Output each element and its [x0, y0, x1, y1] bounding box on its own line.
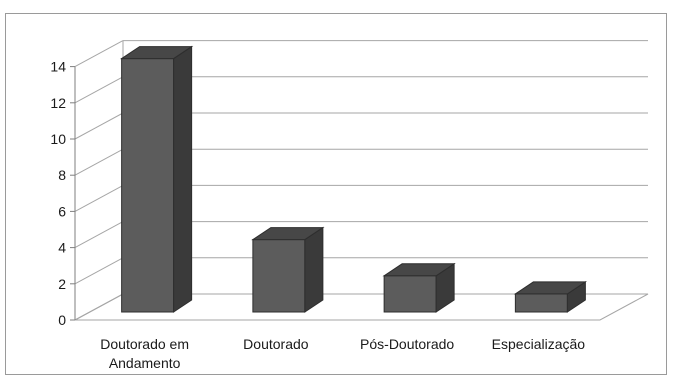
y-tick-label: 14 — [50, 59, 66, 75]
bar-side — [304, 226, 324, 313]
bar-front — [514, 293, 568, 313]
y-tick-labels: 0 2 4 6 8 10 12 14 — [50, 59, 66, 328]
bar-side — [173, 45, 193, 313]
side-wall-gridline — [74, 184, 124, 212]
bar — [382, 262, 456, 313]
side-wall-gridline — [74, 257, 124, 285]
side-wall-gridline — [74, 112, 124, 140]
y-tick-label: 10 — [50, 131, 66, 147]
y-tick-label: 12 — [50, 95, 66, 111]
bar — [119, 45, 194, 313]
x-category-label: Doutorado — [243, 336, 309, 352]
x-category-label: Doutorado em Andamento — [100, 336, 189, 371]
y-tick-label: 2 — [58, 276, 66, 292]
side-wall-gridline — [74, 148, 124, 176]
bar-front — [121, 58, 175, 313]
bar-front — [252, 239, 306, 313]
y-axis — [70, 66, 76, 321]
x-category-label: Pós-Doutorado — [360, 336, 454, 352]
chart-frame — [5, 13, 667, 375]
side-wall-gridline — [74, 76, 124, 104]
y-tick-label: 8 — [58, 167, 66, 183]
y-tick-label: 0 — [58, 312, 66, 328]
x-category-labels: Doutorado em Andamento Doutorado Pós-Doutor… — [100, 336, 585, 371]
side-wall-gridline — [74, 221, 124, 249]
chart-floor — [74, 293, 649, 321]
bar-top — [119, 46, 194, 60]
bar — [251, 226, 325, 313]
bar — [513, 280, 588, 313]
bar-front — [383, 275, 437, 313]
chart-bars — [119, 45, 588, 313]
side-wall-gridline — [74, 40, 124, 68]
bar-top — [382, 263, 456, 277]
y-tick-label: 6 — [58, 203, 66, 219]
x-category-label: Especialização — [492, 336, 586, 352]
bar-top — [513, 281, 588, 295]
y-tick-label: 4 — [58, 240, 66, 256]
bar-top — [251, 227, 325, 241]
